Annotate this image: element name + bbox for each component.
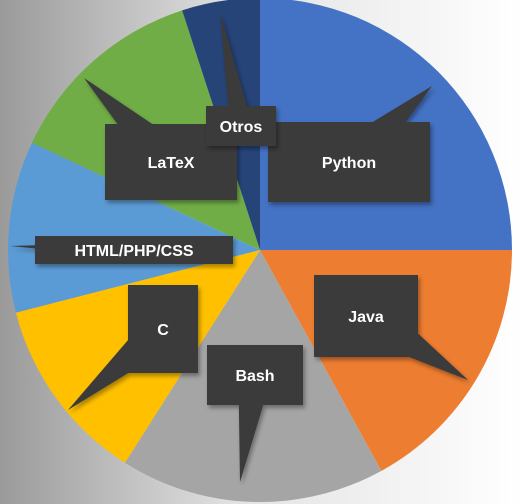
data-label-bash: Bash — [235, 368, 274, 385]
data-label-java: Java — [348, 309, 384, 326]
data-label-otros: Otros — [220, 119, 263, 136]
callout-box — [128, 285, 198, 373]
callout-box — [206, 106, 276, 146]
data-label-python: Python — [322, 155, 376, 172]
callout-pointer — [220, 12, 253, 129]
callout-box — [268, 122, 430, 202]
callout-python: Python — [268, 86, 432, 202]
data-label-c: C — [157, 322, 169, 339]
callout-java: Java — [314, 275, 468, 380]
callout-html-php-css: HTML/PHP/CSS — [10, 236, 233, 264]
callout-box — [35, 236, 233, 264]
data-label-html-php-css: HTML/PHP/CSS — [74, 243, 193, 260]
callout-bash: Bash — [207, 345, 303, 482]
data-label-latex: LaTeX — [148, 155, 195, 172]
pie-callouts: Python Java Bash C HTML/PHP/CSS LaTeX Otros — [10, 12, 468, 482]
pie-slice-html-php-css — [7, 142, 260, 313]
callout-box — [207, 345, 303, 405]
callout-c: C — [68, 285, 198, 410]
callout-otros: Otros — [206, 12, 276, 146]
callout-box — [314, 275, 418, 357]
callout-latex: LaTeX — [84, 78, 237, 200]
